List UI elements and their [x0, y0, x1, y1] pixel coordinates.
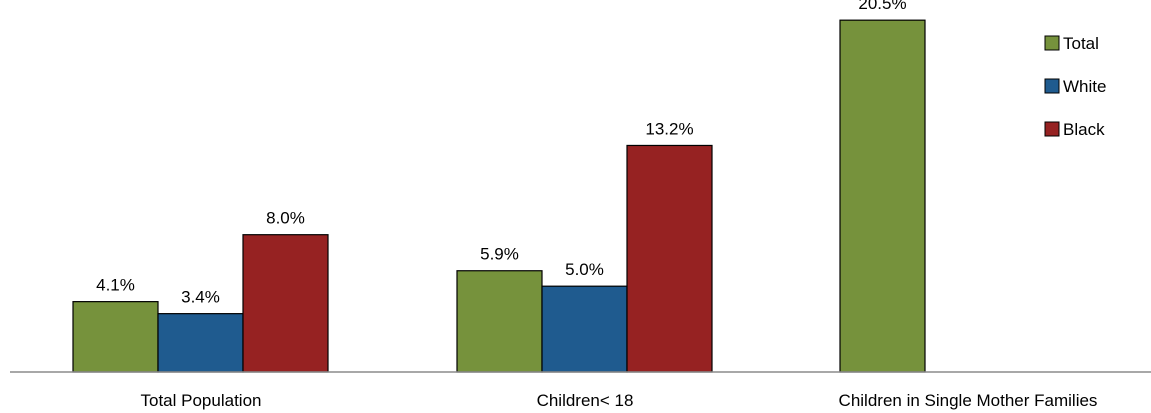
legend-swatch-total — [1044, 35, 1060, 51]
bar-white-total-population — [157, 313, 244, 373]
bar-black-children-18 — [626, 144, 713, 373]
bar-white-children-18 — [541, 285, 628, 373]
legend-label-white: White — [1063, 77, 1106, 96]
legend-swatch-white — [1044, 78, 1060, 94]
data-label-white-children-18: 5.0% — [565, 260, 604, 279]
category-label-children-18: Children< 18 — [537, 391, 634, 410]
bar-black-total-population — [242, 234, 329, 373]
legend-label-total: Total — [1063, 34, 1099, 53]
data-label-total-total-population: 4.1% — [96, 276, 135, 295]
bar-total-total-population — [72, 301, 159, 373]
data-label-black-total-population: 8.0% — [266, 209, 305, 228]
legend: Total White Black — [1044, 34, 1106, 139]
bar-total-children-in-single-mother-families — [839, 19, 926, 373]
data-label-total-children-in-single-mother-families: 20.5% — [858, 0, 906, 13]
legend-swatch-black — [1044, 121, 1060, 137]
category-label-total-population: Total Population — [141, 391, 262, 410]
data-label-total-children-18: 5.9% — [480, 245, 519, 264]
data-label-white-total-population: 3.4% — [181, 288, 220, 307]
legend-label-black: Black — [1063, 120, 1105, 139]
data-label-black-children-18: 13.2% — [645, 119, 693, 138]
bar-total-children-18 — [456, 270, 543, 373]
category-labels-group: Total Population Children< 18 Children in … — [141, 391, 1098, 410]
bars-group — [72, 19, 926, 373]
category-label-children-in-single-mother-families: Children in Single Mother Families — [839, 391, 1098, 410]
data-labels-group: 4.1% 3.4% 8.0% 5.9% 5.0% 13.2% 20.5% — [96, 0, 906, 307]
